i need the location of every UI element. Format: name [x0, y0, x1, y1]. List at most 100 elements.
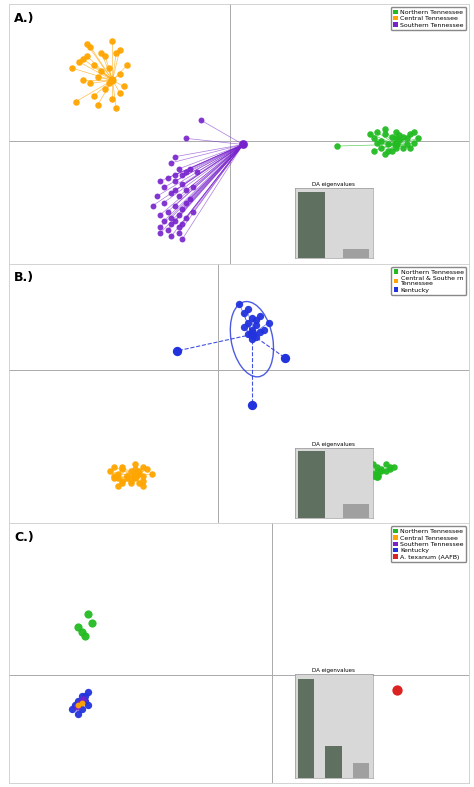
Point	[171, 184, 179, 197]
Point	[361, 470, 369, 482]
Point	[252, 319, 260, 331]
Point	[179, 178, 186, 190]
Point	[399, 141, 407, 153]
Point	[256, 326, 264, 338]
Point	[105, 77, 113, 90]
Point	[123, 470, 130, 482]
Point	[361, 467, 369, 480]
Point	[83, 50, 91, 62]
Point	[171, 168, 179, 181]
Point	[79, 74, 87, 87]
Point	[381, 123, 389, 135]
Point	[175, 220, 182, 233]
Point	[127, 475, 135, 487]
Point	[244, 302, 252, 315]
Point	[123, 472, 130, 485]
Point	[374, 465, 381, 478]
Point	[403, 132, 410, 145]
Point	[407, 141, 414, 153]
Point	[369, 470, 377, 482]
Point	[282, 352, 289, 364]
Point	[182, 196, 190, 209]
Point	[72, 699, 79, 711]
Point	[179, 218, 186, 231]
Point	[116, 43, 124, 56]
Point	[175, 163, 182, 176]
Point	[114, 479, 122, 492]
Point	[84, 608, 92, 620]
Point	[118, 463, 126, 475]
Point	[382, 458, 390, 471]
Point	[252, 314, 260, 327]
Point	[87, 40, 94, 53]
Point	[135, 465, 143, 478]
Point	[167, 187, 175, 200]
Point	[149, 199, 157, 212]
Point	[74, 708, 82, 720]
Point	[256, 309, 264, 322]
Point	[164, 224, 172, 236]
Point	[116, 87, 124, 99]
Point	[78, 696, 85, 709]
Point	[72, 95, 80, 108]
Point	[90, 59, 98, 72]
Point	[84, 686, 92, 699]
Point	[386, 463, 393, 475]
Point	[144, 463, 151, 475]
Point	[377, 141, 385, 153]
Point	[396, 129, 403, 142]
Point	[374, 137, 381, 150]
Point	[396, 134, 403, 146]
Point	[156, 175, 164, 187]
Point	[110, 472, 118, 485]
Point	[393, 684, 401, 696]
Point	[248, 328, 255, 341]
Point	[414, 132, 421, 145]
Point	[377, 135, 385, 148]
Point	[173, 345, 181, 357]
Point	[384, 139, 392, 151]
Point	[353, 465, 360, 478]
Point	[120, 80, 128, 93]
Point	[109, 74, 116, 87]
Point	[167, 218, 175, 231]
Point	[109, 92, 116, 105]
Point	[131, 463, 139, 475]
Point	[193, 166, 201, 179]
Point	[160, 215, 168, 227]
Point	[171, 175, 179, 187]
Point	[101, 83, 109, 96]
Point	[88, 617, 95, 630]
Point	[265, 316, 273, 329]
Point	[73, 701, 81, 714]
Point	[388, 131, 396, 143]
Point	[79, 53, 87, 65]
Point	[179, 233, 186, 246]
Point	[160, 181, 168, 194]
Point	[167, 212, 175, 224]
Point	[392, 139, 400, 151]
Point	[90, 89, 98, 102]
Point	[190, 181, 197, 194]
Point	[365, 470, 373, 482]
Point	[81, 630, 89, 642]
Point	[244, 328, 252, 341]
Point	[156, 209, 164, 221]
Point	[76, 696, 84, 709]
Point	[182, 166, 190, 179]
Point	[118, 475, 126, 487]
Point	[75, 56, 83, 68]
Point	[127, 477, 135, 490]
Point	[240, 307, 247, 320]
Point	[171, 150, 179, 163]
Point	[370, 144, 377, 157]
Point	[186, 163, 193, 176]
Point	[197, 114, 205, 127]
Point	[261, 323, 268, 336]
Point	[410, 137, 418, 150]
Point	[386, 460, 393, 473]
Point	[127, 465, 135, 478]
Point	[357, 463, 365, 475]
Point	[81, 695, 89, 708]
Point	[390, 460, 398, 473]
